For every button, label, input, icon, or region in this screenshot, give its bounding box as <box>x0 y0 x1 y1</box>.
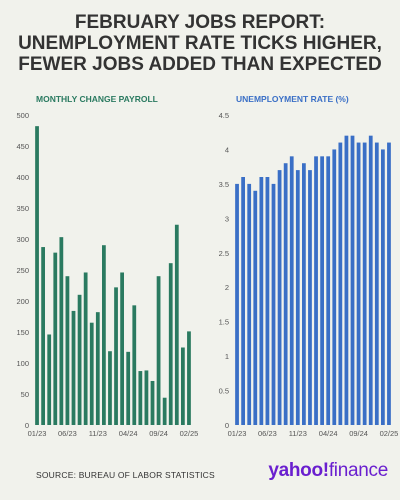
y-tick-label: 300 <box>16 235 29 244</box>
bar-03-24 <box>120 272 124 425</box>
bar-03-23 <box>247 183 252 425</box>
bar-10-24 <box>162 397 167 425</box>
bar-08-23 <box>77 294 82 425</box>
bar-07-23 <box>271 183 276 425</box>
bar-07-24 <box>144 370 149 425</box>
bar-08-24 <box>350 135 355 426</box>
x-tick-label: 06/23 <box>58 429 77 438</box>
y-tick-label: 3 <box>225 214 229 223</box>
bar-02-23 <box>241 177 245 425</box>
y-tick-label: 3.5 <box>219 180 229 189</box>
bar-01-24 <box>108 351 112 425</box>
logo-part-3: finance <box>328 460 388 481</box>
bar-10-23 <box>89 322 94 425</box>
y-tick-label: 100 <box>16 359 29 368</box>
x-tick-label: 09/24 <box>349 429 368 438</box>
bar-06-24 <box>338 142 343 425</box>
bar-05-24 <box>132 305 137 425</box>
chart-title-0: MONTHLY CHANGE PAYROLL <box>36 94 158 104</box>
y-tick-label: 0.5 <box>219 387 229 396</box>
bar-05-23 <box>59 237 64 425</box>
x-tick-label: 01/23 <box>228 429 247 438</box>
bar-02-24 <box>114 287 118 425</box>
y-tick-label: 2.5 <box>219 249 229 258</box>
bar-08-24 <box>150 380 155 425</box>
bar-01-25 <box>381 149 385 425</box>
bar-06-23 <box>265 177 270 425</box>
bar-05-24 <box>332 149 337 425</box>
logo-part-2: ! <box>322 460 329 481</box>
y-tick-label: 350 <box>16 204 29 213</box>
logo-part-1: yahoo <box>268 460 323 481</box>
bar-06-24 <box>138 371 143 425</box>
bar-02-24 <box>314 156 318 425</box>
title-line-3: FEWER JOBS ADDED THAN EXPECTED <box>18 54 382 75</box>
x-tick-label: 02/25 <box>380 429 399 438</box>
bar-02-25 <box>187 331 191 425</box>
bar-01-23 <box>235 183 239 425</box>
y-tick-label: 50 <box>21 390 29 399</box>
bar-10-24 <box>362 142 367 425</box>
x-tick-label: 01/23 <box>28 429 47 438</box>
bar-10-23 <box>289 156 294 425</box>
x-tick-label: 09/24 <box>149 429 168 438</box>
bar-07-24 <box>344 135 349 426</box>
bar-04-24 <box>326 156 331 425</box>
bar-06-23 <box>65 276 70 425</box>
y-tick-label: 450 <box>16 142 29 151</box>
bar-01-25 <box>181 347 185 425</box>
bar-09-24 <box>356 142 361 425</box>
y-tick-label: 1.5 <box>219 318 229 327</box>
x-tick-label: 06/23 <box>258 429 277 438</box>
y-tick-label: 250 <box>16 266 29 275</box>
bar-04-23 <box>253 190 258 425</box>
y-tick-label: 500 <box>16 111 29 120</box>
chart-title-1: UNEMPLOYMENT RATE (%) <box>236 94 349 104</box>
bar-03-24 <box>320 156 324 425</box>
bar-09-23 <box>283 163 288 425</box>
bar-12-24 <box>174 224 179 425</box>
y-tick-label: 200 <box>16 297 29 306</box>
bar-09-24 <box>156 276 161 425</box>
x-tick-label: 11/23 <box>289 429 307 438</box>
bar-12-24 <box>374 142 379 425</box>
y-tick-label: 0 <box>225 421 229 430</box>
bar-04-24 <box>126 351 131 425</box>
bar-11-24 <box>168 263 173 425</box>
y-tick-label: 4 <box>225 145 229 154</box>
bar-07-23 <box>71 310 76 425</box>
x-tick-label: 02/25 <box>180 429 199 438</box>
bar-12-23 <box>102 245 106 425</box>
bar-02-23 <box>41 247 45 425</box>
bar-01-23 <box>35 126 39 425</box>
page-title: FEBRUARY JOBS REPORT: UNEMPLOYMENT RATE … <box>0 12 400 75</box>
bar-11-23 <box>295 170 300 425</box>
source-note: SOURCE: BUREAU OF LABOR STATISTICS <box>36 470 215 480</box>
y-tick-label: 400 <box>16 173 29 182</box>
y-tick-label: 150 <box>16 328 29 337</box>
title-line-1: FEBRUARY JOBS REPORT: <box>74 12 326 33</box>
bar-04-23 <box>53 252 58 425</box>
bar-11-23 <box>95 312 100 425</box>
y-tick-label: 2 <box>225 283 229 292</box>
y-tick-label: 1 <box>225 352 229 361</box>
yahoo-finance-logo: yahoo!finance <box>268 460 388 482</box>
bar-02-25 <box>387 142 391 425</box>
unemployment-chart: UNEMPLOYMENT RATE (%) 0 0.5 1 1.5 2 2.5 3 3.5 4 4.… <box>219 94 399 438</box>
bar-01-24 <box>308 170 312 425</box>
x-tick-label: 11/23 <box>89 429 107 438</box>
bar-11-24 <box>368 135 373 426</box>
x-tick-label: 04/24 <box>119 429 138 438</box>
title-line-2: UNEMPLOYMENT RATE TICKS HIGHER, <box>18 33 382 54</box>
bar-05-23 <box>259 177 264 425</box>
y-tick-label: 4.5 <box>219 111 229 120</box>
bar-09-23 <box>83 272 88 425</box>
x-tick-label: 04/24 <box>319 429 338 438</box>
bar-08-23 <box>277 170 282 425</box>
bar-12-23 <box>302 163 306 425</box>
y-tick-label: 0 <box>25 421 29 430</box>
payroll-chart: MONTHLY CHANGE PAYROLL 0 50 100 150 200 250 300… <box>16 94 199 438</box>
bar-03-23 <box>47 334 52 425</box>
